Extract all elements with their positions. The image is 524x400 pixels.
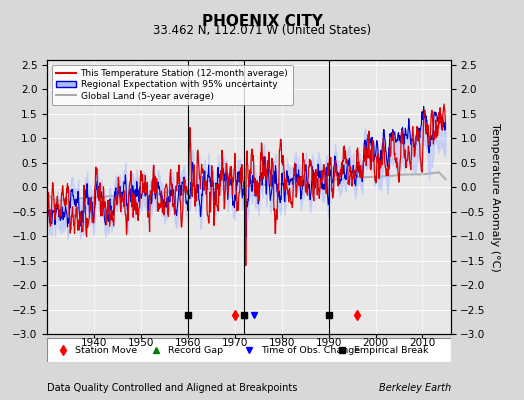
Text: 2010: 2010: [409, 338, 435, 348]
Text: 33.462 N, 112.071 W (United States): 33.462 N, 112.071 W (United States): [153, 24, 371, 37]
Text: 1950: 1950: [128, 338, 154, 348]
Y-axis label: Temperature Anomaly (°C): Temperature Anomaly (°C): [490, 123, 500, 271]
FancyBboxPatch shape: [47, 338, 451, 362]
Text: Berkeley Earth: Berkeley Earth: [378, 383, 451, 393]
Text: Station Move: Station Move: [75, 346, 137, 355]
Text: 1990: 1990: [315, 338, 342, 348]
Text: PHOENIX CITY: PHOENIX CITY: [202, 14, 322, 29]
Text: Empirical Break: Empirical Break: [354, 346, 428, 355]
Text: 1970: 1970: [222, 338, 248, 348]
Text: 1960: 1960: [174, 338, 201, 348]
Text: Time of Obs. Change: Time of Obs. Change: [261, 346, 360, 355]
Legend: This Temperature Station (12-month average), Regional Expectation with 95% uncer: This Temperature Station (12-month avera…: [52, 64, 293, 105]
Text: Record Gap: Record Gap: [168, 346, 223, 355]
Text: 2000: 2000: [363, 338, 389, 348]
Text: Data Quality Controlled and Aligned at Breakpoints: Data Quality Controlled and Aligned at B…: [47, 383, 298, 393]
Text: 1980: 1980: [269, 338, 295, 348]
Text: 1940: 1940: [81, 338, 107, 348]
